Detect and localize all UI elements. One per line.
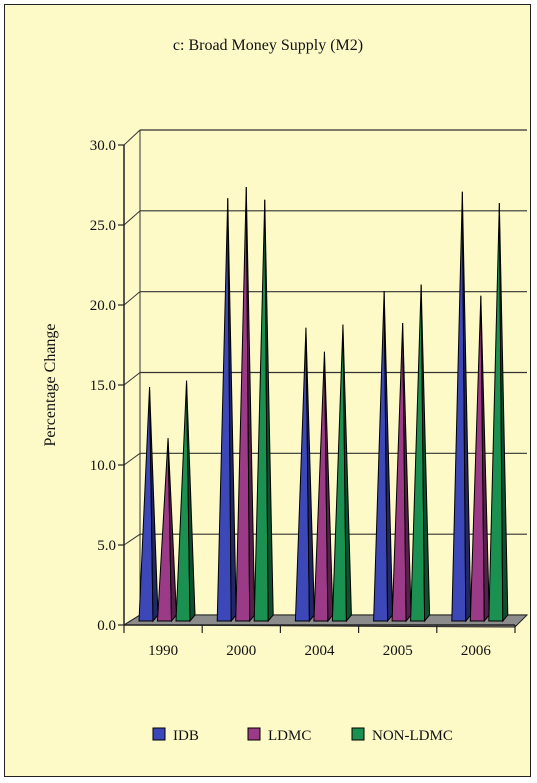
x-tick-label: 2006 xyxy=(461,643,492,659)
pyramid-bar-idb-2006 xyxy=(451,191,472,623)
pyramid-side xyxy=(149,386,159,623)
pyramid-side xyxy=(383,290,394,623)
pyramid-bar-idb-2000 xyxy=(216,198,237,623)
legend-label-ldmc: LDMC xyxy=(268,728,311,744)
plot-area: 0.0 5.0 10.0 15.0 20.0 25.0 30.0 1990 2000 2004 20… xyxy=(90,129,529,659)
pyramid-bar-non-ldmc-2000 xyxy=(253,199,274,623)
pyramid-bar-non-ldmc-1990 xyxy=(175,380,196,623)
x-tick-label: 1990 xyxy=(148,643,178,659)
pyramid-side xyxy=(461,191,472,623)
legend-swatch-ldmc xyxy=(247,727,261,741)
pyramid-side xyxy=(498,202,509,623)
pyramid-side xyxy=(402,322,412,623)
pyramid-side xyxy=(245,186,256,623)
pyramid-bar-non-ldmc-2006 xyxy=(488,202,509,623)
pyramid-side xyxy=(480,295,490,623)
x-tick-label: 2005 xyxy=(383,643,413,659)
pyramid-bar-ldmc-1990 xyxy=(156,438,178,623)
legend-swatch-idb xyxy=(152,727,166,741)
y-tick-label: 10.0 xyxy=(90,458,116,474)
pyramid-side xyxy=(227,198,237,623)
y-tick-label: 20.0 xyxy=(90,298,116,314)
pyramid-bar-idb-1990 xyxy=(138,386,159,623)
y-tick-label: 30.0 xyxy=(90,138,116,154)
gridline-side xyxy=(123,533,141,546)
x-tick-label: 2000 xyxy=(226,643,256,659)
pyramid-side xyxy=(323,351,334,623)
y-tick-label: 25.0 xyxy=(90,218,116,234)
x-tick-label: 2004 xyxy=(305,643,336,659)
gridline-side xyxy=(123,210,141,226)
y-tick-label: 5.0 xyxy=(97,538,116,554)
y-axis-label: Percentage Change xyxy=(42,323,59,446)
pyramid-side xyxy=(420,284,431,623)
legend: IDB LDMC NON-LDMC xyxy=(152,727,453,744)
legend-label-idb: IDB xyxy=(173,728,199,744)
pyramid-bar-idb-2005 xyxy=(373,290,394,623)
legend-swatch-non-ldmc xyxy=(351,727,365,741)
pyramid-bar-non-ldmc-2005 xyxy=(410,284,431,623)
pyramid-bar-ldmc-2006 xyxy=(469,295,490,623)
gridline-side xyxy=(123,372,141,386)
gridline-side xyxy=(123,452,141,466)
pyramid-side xyxy=(167,438,178,623)
pyramid-bar-ldmc-2004 xyxy=(313,351,334,623)
pyramid-side xyxy=(305,327,315,623)
pyramid-side xyxy=(264,199,274,623)
pyramid-bar-ldmc-2005 xyxy=(391,322,412,623)
pyramid-bar-ldmc-2000 xyxy=(235,186,256,623)
gridline-side xyxy=(123,129,141,146)
y-tick-label: 0.0 xyxy=(97,618,116,634)
y-tick-label: 15.0 xyxy=(90,378,116,394)
gridline-side xyxy=(123,291,141,306)
legend-label-non-ldmc: NON-LDMC xyxy=(372,728,453,744)
pyramid-bar-idb-2004 xyxy=(294,327,315,623)
pyramid-side xyxy=(186,380,196,623)
chart-title: c: Broad Money Supply (M2) xyxy=(173,37,363,54)
pyramid-bar-non-ldmc-2004 xyxy=(331,324,352,623)
pyramid-side xyxy=(342,324,352,623)
